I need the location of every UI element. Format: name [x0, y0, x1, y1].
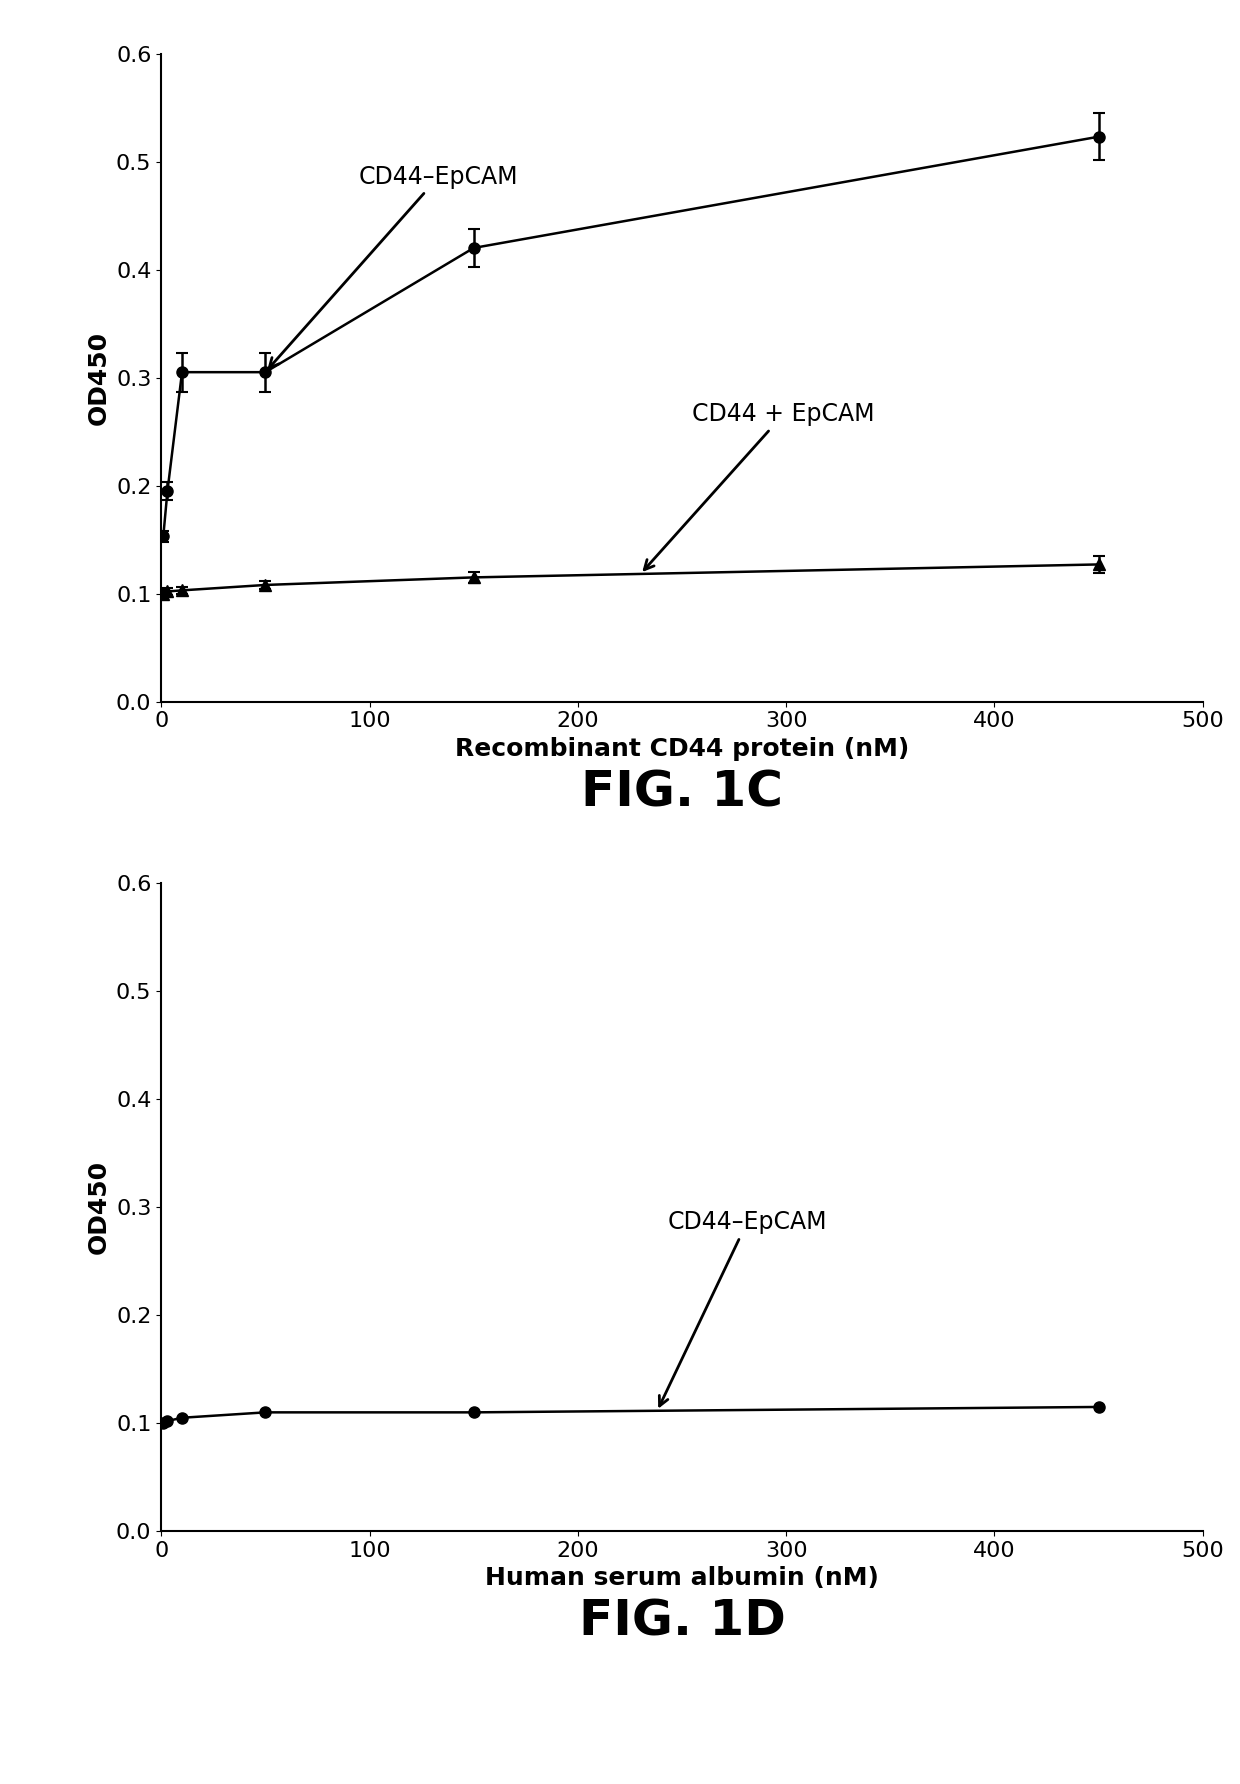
Text: FIG. 1C: FIG. 1C [582, 769, 782, 817]
X-axis label: Human serum albumin (nM): Human serum albumin (nM) [485, 1566, 879, 1591]
Text: FIG. 1D: FIG. 1D [579, 1598, 785, 1647]
X-axis label: Recombinant CD44 protein (nM): Recombinant CD44 protein (nM) [455, 737, 909, 762]
Y-axis label: OD450: OD450 [87, 330, 110, 425]
Text: CD44 + EpCAM: CD44 + EpCAM [645, 401, 875, 569]
Y-axis label: OD450: OD450 [87, 1160, 110, 1254]
Text: CD44–EpCAM: CD44–EpCAM [269, 164, 518, 368]
Text: CD44–EpCAM: CD44–EpCAM [660, 1210, 827, 1406]
